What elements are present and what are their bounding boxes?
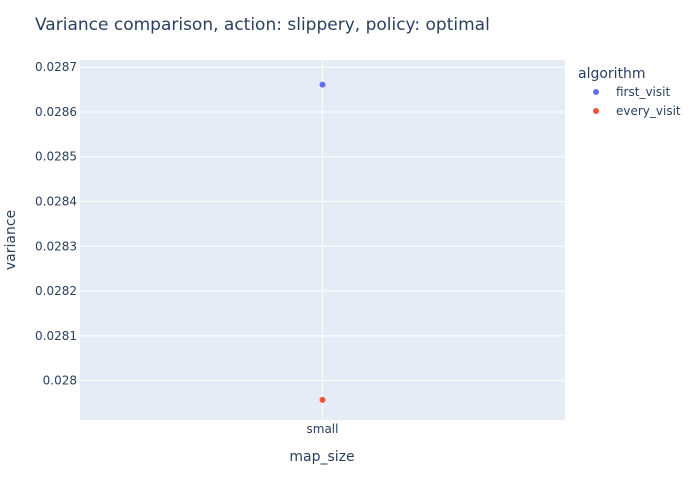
y-tick-label: 0.0281 — [35, 329, 77, 343]
y-tick-label: 0.0284 — [35, 194, 77, 208]
legend-title: algorithm — [578, 66, 646, 82]
legend-marker — [593, 89, 599, 95]
y-tick-label: 0.028 — [43, 374, 77, 388]
legend-marker — [593, 108, 599, 114]
data-point-first-visit — [319, 81, 326, 88]
legend: algorithm first_visit every_visit — [578, 66, 681, 118]
y-tick-label: 0.0282 — [35, 284, 77, 298]
y-tick-label: 0.0286 — [35, 105, 77, 119]
x-tick-label: small — [307, 422, 339, 436]
data-point-every-visit — [319, 396, 326, 403]
chart-title: Variance comparison, action: slippery, p… — [35, 15, 490, 35]
y-tick-label: 0.0283 — [35, 239, 77, 253]
y-tick-labels: 0.028 0.0281 0.0282 0.0283 0.0284 0.0285 0.028… — [35, 60, 77, 387]
data-points — [319, 81, 326, 403]
x-tick-labels: small — [307, 422, 339, 436]
gridlines — [80, 60, 565, 420]
y-axis-title: variance — [3, 210, 19, 270]
legend-label: every_visit — [616, 104, 681, 118]
x-axis-title: map_size — [289, 449, 354, 465]
legend-label: first_visit — [616, 85, 670, 99]
y-tick-label: 0.0287 — [35, 60, 77, 74]
y-tick-label: 0.0285 — [35, 150, 77, 164]
